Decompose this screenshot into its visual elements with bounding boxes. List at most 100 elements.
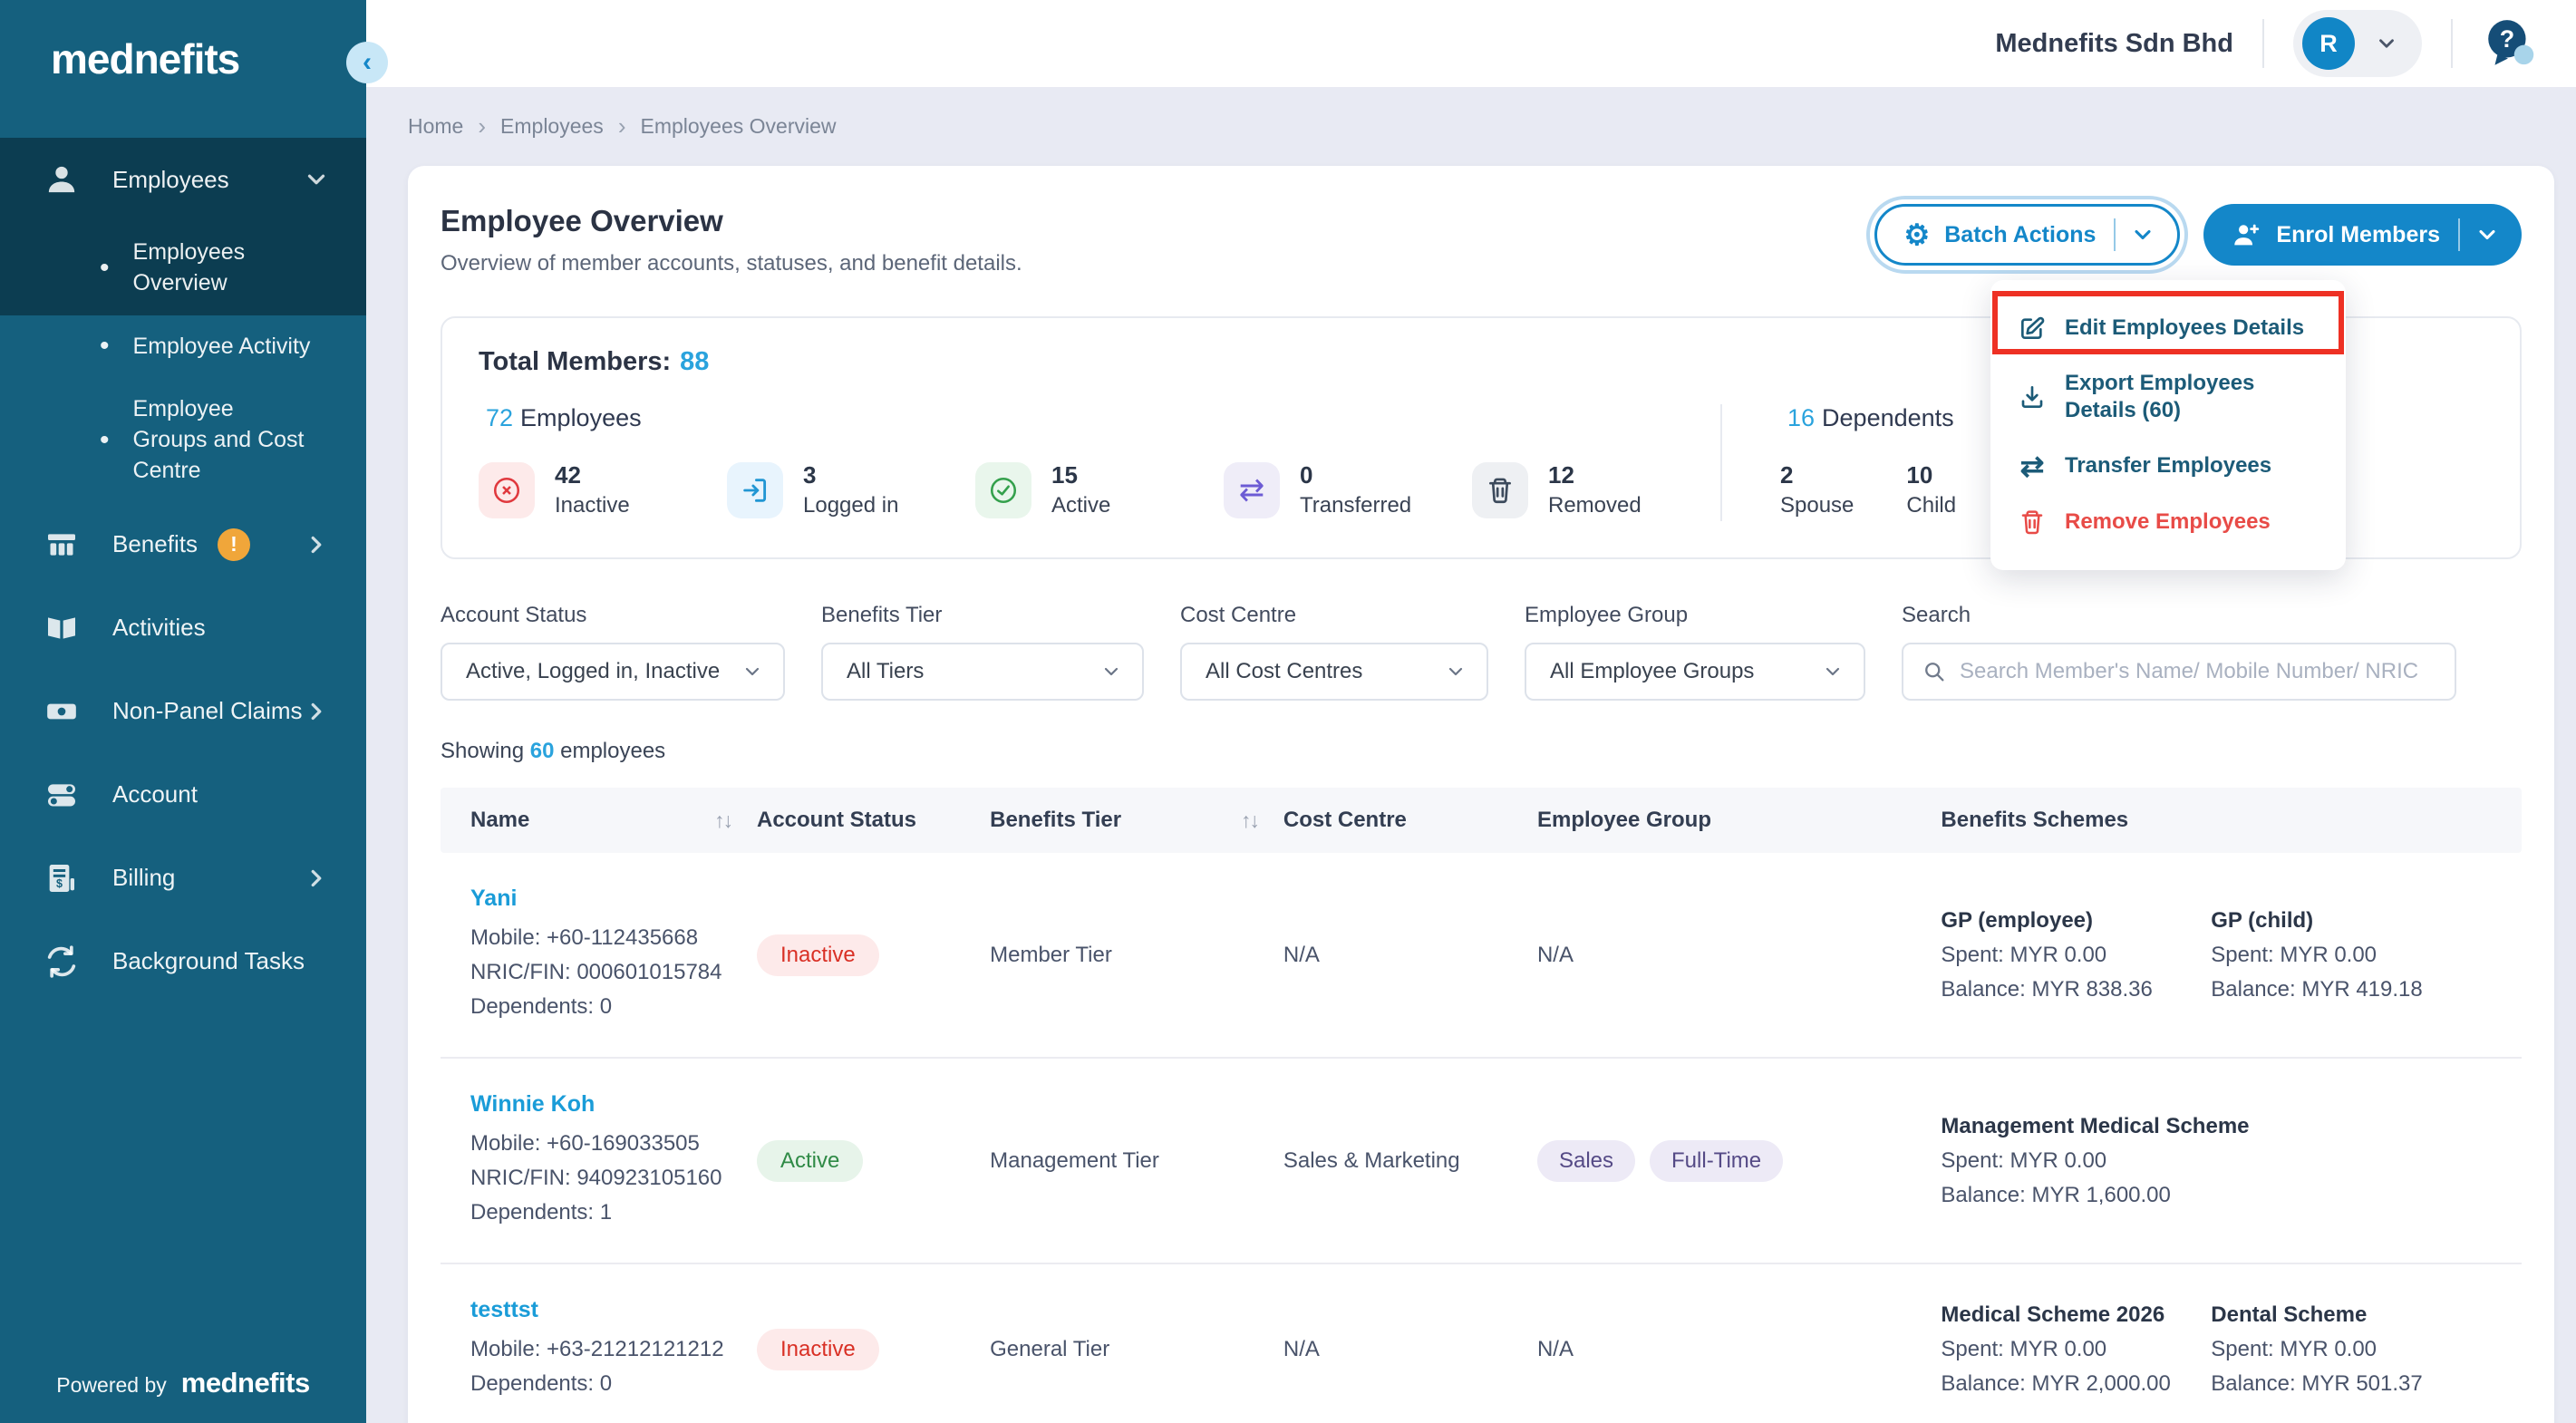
bullet-icon: • (100, 252, 110, 283)
stat-tile-active: 15 Active (975, 460, 1166, 521)
filter-label: Employee Group (1525, 603, 1689, 627)
benefits-tier-select[interactable]: All Tiers (821, 643, 1144, 701)
column-header-name: Name (470, 808, 530, 832)
menu-item-export-employees-details[interactable]: Export Employees Details (60) (1990, 356, 2346, 438)
employee-group-tag: Full-Time (1650, 1139, 1784, 1182)
sidebar-item-non-panel-claims[interactable]: Non-Panel Claims (0, 670, 366, 753)
chevron-down-icon (1822, 661, 1844, 682)
filter-employee-group: Employee Group All Employee Groups (1525, 603, 1865, 701)
chevron-separator: › (617, 112, 626, 140)
filter-benefits-tier: Benefits Tier All Tiers (821, 603, 1144, 701)
book-icon (44, 610, 80, 646)
stat-child: 10 Child (1906, 461, 1957, 518)
enrol-members-button[interactable]: Enrol Members (2203, 204, 2522, 266)
sidebar-item-label: Account (112, 780, 198, 808)
breadcrumb-employees[interactable]: Employees (500, 114, 604, 138)
sidebar-item-label: Employees Overview (132, 239, 246, 295)
employee-nric: NRIC/FIN: 000601015784 (470, 960, 722, 984)
breadcrumb-home[interactable]: Home (408, 114, 464, 138)
chevron-separator: › (478, 112, 487, 140)
sort-arrows-icon[interactable]: ↑↓ (713, 808, 733, 832)
benefit-scheme: Dental Scheme Spent: MYR 0.00 Balance: M… (2211, 1302, 2423, 1396)
benefits-tier-cell: Member Tier (990, 942, 1112, 967)
sidebar-item-employee-activity[interactable]: • Employee Activity (0, 315, 366, 379)
sidebar-item-label: Non-Panel Claims (112, 697, 303, 724)
table-row: Winnie Koh Mobile: +60-169033505 NRIC/FI… (441, 1059, 2522, 1264)
transfer-icon: ⇄ (1224, 462, 1280, 518)
employees-stats-group: 72 Employees 42 Inactive 3 Logg (479, 404, 1662, 521)
sidebar-item-employees-overview[interactable]: • Employees Overview (0, 221, 366, 315)
employee-dependents: Dependents: 0 (470, 1371, 613, 1396)
total-members-value: 88 (680, 347, 710, 376)
bullet-icon: • (100, 424, 110, 455)
account-status-select[interactable]: Active, Logged in, Inactive (441, 643, 785, 701)
batch-actions-button[interactable]: ⚙ Batch Actions (1874, 204, 2181, 266)
sidebar-item-employees[interactable]: Employees (0, 138, 366, 221)
sidebar-item-billing[interactable]: $ Billing (0, 837, 366, 920)
cash-icon (44, 693, 80, 730)
sidebar-item-employee-groups-cost-centre[interactable]: • Employee Groups and Cost Centre (0, 378, 366, 502)
filter-label: Cost Centre (1180, 603, 1297, 627)
enrol-members-label: Enrol Members (2276, 221, 2440, 247)
batch-actions-menu: Edit Employees Details Export Employees … (1990, 280, 2346, 570)
download-icon (2018, 382, 2047, 411)
mednefits-logo: mednefits (51, 35, 240, 82)
edit-icon (2018, 314, 2047, 343)
powered-by-label: Powered by (56, 1373, 167, 1397)
employee-mobile: Mobile: +63-21212121212 (470, 1337, 724, 1361)
menu-item-transfer-employees[interactable]: ⇄ Transfer Employees (1990, 438, 2346, 494)
employee-group-select[interactable]: All Employee Groups (1525, 643, 1865, 701)
employee-name-link[interactable]: Winnie Koh (470, 1091, 596, 1117)
search-input[interactable] (1960, 659, 2436, 684)
filter-label: Benefits Tier (821, 603, 943, 627)
sidebar-item-activities[interactable]: Activities (0, 586, 366, 670)
column-header-benefits-tier: Benefits Tier (990, 808, 1122, 832)
filter-label: Search (1902, 603, 1971, 627)
column-header-benefits-schemes: Benefits Schemes (1941, 808, 2129, 832)
filters-row: Account Status Active, Logged in, Inacti… (441, 603, 2522, 701)
sort-arrows-icon[interactable]: ↑↓ (1240, 808, 1260, 832)
sidebar-item-label: Employee Groups and Cost Centre (132, 396, 305, 483)
employee-nric: NRIC/FIN: 940923105160 (470, 1166, 722, 1190)
column-header-cost-centre: Cost Centre (1283, 808, 1407, 832)
cost-centre-select[interactable]: All Cost Centres (1180, 643, 1488, 701)
cost-centre-cell: Sales & Marketing (1283, 1147, 1460, 1173)
employee-group-cell: N/A (1536, 1336, 1574, 1361)
employee-group-tag: Sales (1536, 1139, 1636, 1182)
showing-count: Showing 60 employees (441, 739, 666, 763)
sidebar-item-account[interactable]: Account (0, 753, 366, 837)
cost-centre-cell: N/A (1283, 942, 1320, 967)
breadcrumb-current: Employees Overview (640, 114, 837, 138)
menu-item-edit-employees-details[interactable]: Edit Employees Details (1990, 300, 2346, 356)
sidebar: mednefits Employees • Employees Overview… (0, 0, 366, 1423)
sidebar-item-label: Employee Activity (132, 333, 311, 359)
chevron-down-icon (2130, 222, 2155, 247)
benefits-tier-cell: Management Tier (990, 1147, 1159, 1173)
person-add-icon (2231, 219, 2261, 250)
menu-item-remove-employees[interactable]: Remove Employees (1990, 494, 2346, 550)
employee-mobile: Mobile: +60-112435668 (470, 925, 699, 950)
help-chat-icon[interactable]: ? (2482, 15, 2538, 72)
check-circle-icon (975, 462, 1031, 518)
user-menu[interactable]: R (2293, 10, 2422, 77)
benefit-scheme: GP (employee) Spent: MYR 0.00 Balance: M… (1941, 907, 2153, 1002)
sidebar-collapse-button[interactable]: ‹ (346, 42, 388, 83)
stat-spouse: 2 Spouse (1780, 461, 1855, 518)
divider (2458, 218, 2460, 251)
menu-item-label: Export Employees Details (60) (2065, 371, 2255, 422)
employee-name-link[interactable]: testtst (470, 1297, 539, 1322)
batch-actions-label: Batch Actions (1944, 221, 2097, 247)
status-badge: Inactive (756, 934, 879, 976)
trash-icon (2018, 508, 2047, 537)
page-actions: ⚙ Batch Actions Enrol Members (1874, 204, 2522, 570)
filter-cost-centre: Cost Centre All Cost Centres (1180, 603, 1488, 701)
sync-icon (44, 944, 80, 980)
filter-search: Search (1902, 603, 2456, 701)
employee-name-link[interactable]: Yani (470, 886, 518, 911)
divider (1720, 404, 1722, 521)
sidebar-item-background-tasks[interactable]: Background Tasks (0, 920, 366, 1003)
sidebar-item-label: Activities (112, 614, 206, 641)
login-icon (727, 462, 783, 518)
sidebar-item-benefits[interactable]: Benefits ! (0, 503, 366, 586)
person-icon (44, 161, 80, 198)
